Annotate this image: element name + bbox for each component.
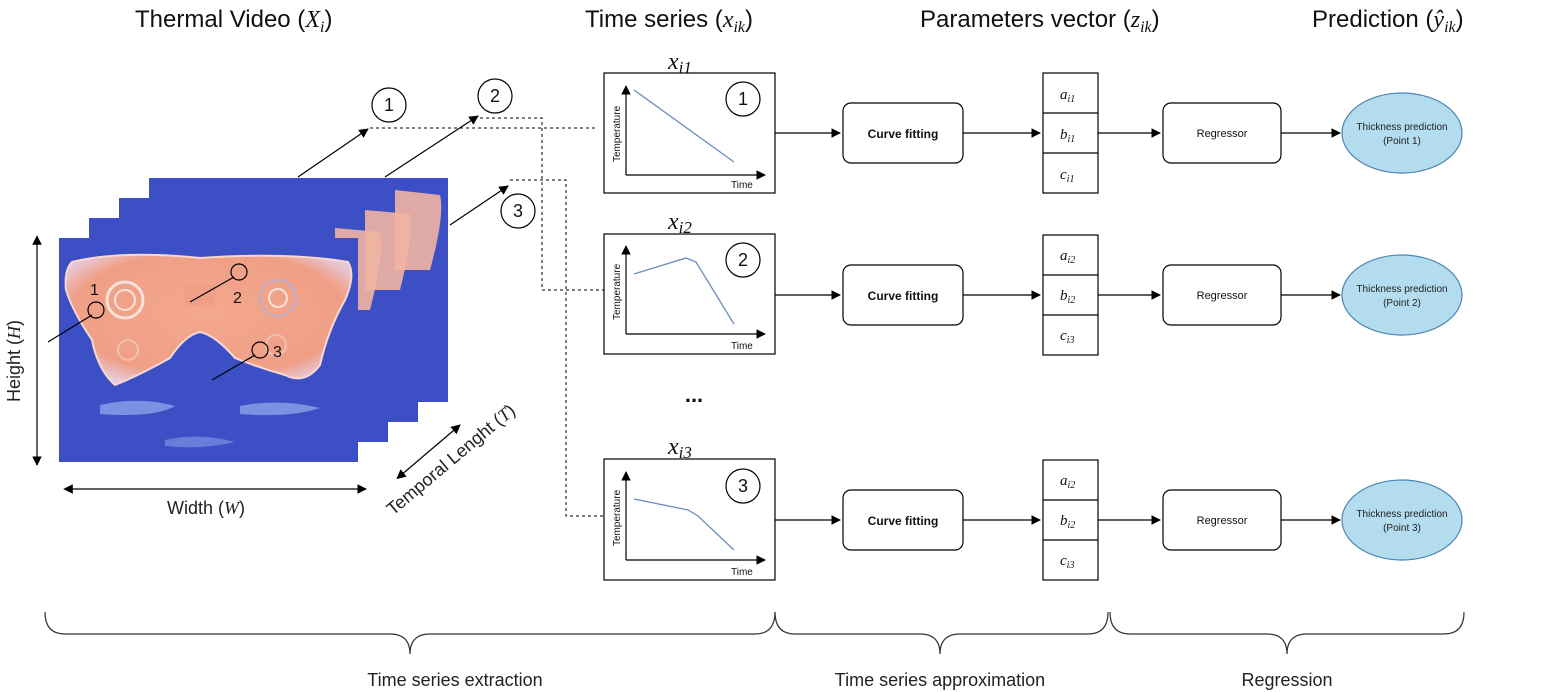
params-box-3: [1042, 459, 1099, 581]
prediction-ellipse-1: [1341, 92, 1463, 174]
series-title-3: xi3: [667, 434, 692, 462]
param-b-1: bi1: [1060, 127, 1075, 145]
series-num-1: 1: [738, 89, 748, 109]
prediction-point-2: (Point 2): [1383, 298, 1421, 309]
section-extraction-label: Time series extraction: [367, 670, 542, 690]
extract-arrow-1: [297, 128, 369, 178]
section-regression-label: Regression: [1241, 670, 1332, 690]
row-2: xi2 Temperature Time 2 Curve fitting ai2…: [603, 209, 1463, 356]
sample-point-3-label: 3: [273, 344, 282, 361]
row-1: xi1 Temperature Time 1 Curve fitting ai1…: [603, 49, 1463, 194]
svg-text:3: 3: [513, 201, 523, 221]
params-box-2: [1042, 234, 1099, 356]
brace-extraction: [44, 611, 776, 655]
section-approximation-label: Time series approximation: [835, 670, 1045, 690]
series-title-2: xi2: [667, 209, 692, 237]
curve-fitting-label-1: Curve fitting: [868, 127, 939, 141]
sample-point-3-marker: [251, 341, 269, 359]
ylabel-1: Temperature: [612, 105, 623, 162]
row-3: xi3 Temperature Time 3 Curve fitting ai2…: [603, 434, 1463, 581]
width-label: Width (W): [167, 498, 245, 518]
sample-point-2-label: 2: [233, 290, 242, 307]
ylabel-2: Temperature: [612, 263, 623, 320]
prediction-point-1: (Point 1): [1383, 136, 1421, 147]
series-title-1: xi1: [667, 49, 692, 77]
param-c-3: ci3: [1060, 553, 1074, 571]
thermal-frame-stack: 1 2 3: [47, 178, 448, 462]
dashed-link-2: [480, 117, 604, 291]
header-prediction: Prediction (ŷik): [1312, 6, 1464, 36]
curve-1: [633, 89, 735, 163]
series-num-2: 2: [738, 250, 748, 270]
header-parameters: Parameters vector (zik): [920, 6, 1160, 36]
regressor-label-3: Regressor: [1197, 515, 1248, 527]
regressor-label-2: Regressor: [1197, 290, 1248, 302]
regressor-label-1: Regressor: [1197, 128, 1248, 140]
ellipsis: ...: [685, 382, 703, 407]
extract-arrow-3: [449, 185, 509, 226]
svg-text:2: 2: [490, 86, 500, 106]
extract-circle-2: 2: [477, 78, 513, 114]
prediction-label-1: Thickness prediction: [1356, 122, 1447, 133]
param-c-1: ci1: [1060, 167, 1074, 185]
brace-regression: [1109, 611, 1465, 655]
extract-arrow-2: [384, 115, 479, 178]
param-b-3: bi2: [1060, 513, 1075, 531]
curve-fitting-label-3: Curve fitting: [868, 514, 939, 528]
dashed-link-3: [510, 179, 604, 517]
curve-fitting-label-2: Curve fitting: [868, 289, 939, 303]
extract-circle-3: 3: [500, 193, 536, 229]
ylabel-3: Temperature: [612, 489, 623, 546]
temporal-arrow: [396, 424, 461, 480]
header-time-series: Time series (xik): [585, 6, 753, 36]
xlabel-2: Time: [731, 341, 753, 352]
svg-text:1: 1: [384, 95, 394, 115]
param-a-2: ai2: [1060, 248, 1075, 266]
series-num-3: 3: [738, 476, 748, 496]
prediction-label-2: Thickness prediction: [1356, 284, 1447, 295]
param-c-2: ci3: [1060, 328, 1074, 346]
curve-3: [633, 498, 735, 551]
brace-approximation: [774, 611, 1109, 655]
param-a-1: ai1: [1060, 87, 1075, 105]
prediction-point-3: (Point 3): [1383, 523, 1421, 534]
xlabel-1: Time: [731, 180, 753, 191]
sample-point-1-marker: [87, 301, 105, 319]
prediction-label-3: Thickness prediction: [1356, 509, 1447, 520]
extract-circle-1: 1: [371, 87, 407, 123]
sample-point-1-label: 1: [90, 282, 99, 299]
curve-2: [633, 257, 735, 325]
param-b-2: bi2: [1060, 288, 1075, 306]
params-box-1: [1042, 72, 1099, 194]
prediction-ellipse-2: [1341, 254, 1463, 336]
param-a-3: ai2: [1060, 473, 1075, 491]
height-label: Height (H): [4, 320, 24, 402]
header-thermal-video: Thermal Video (Xi): [135, 6, 332, 36]
prediction-ellipse-3: [1341, 479, 1463, 561]
xlabel-3: Time: [731, 567, 753, 578]
sample-point-2-marker: [230, 263, 248, 281]
